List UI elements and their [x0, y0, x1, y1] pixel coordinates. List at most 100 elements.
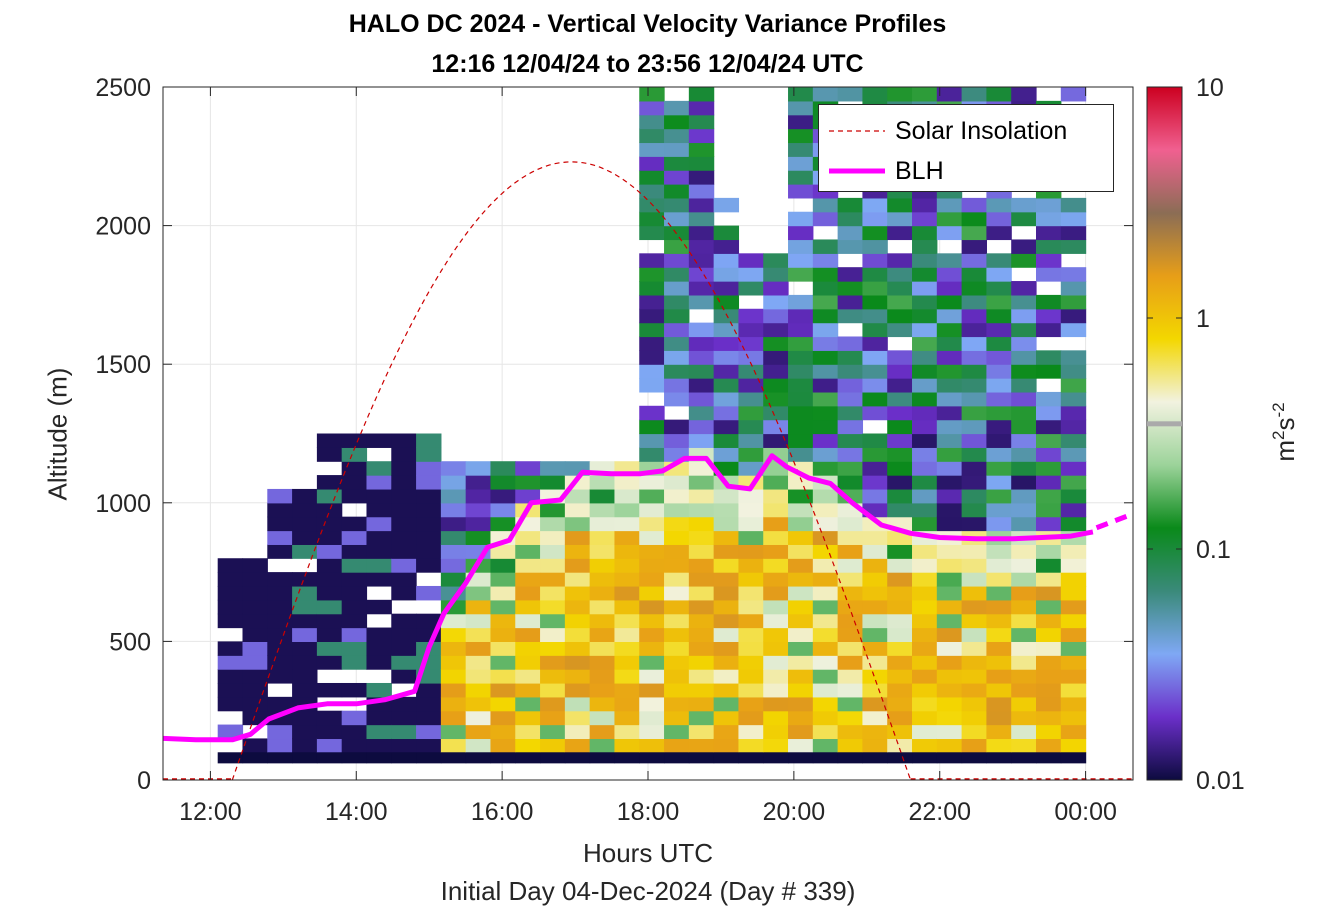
heatmap-cell — [912, 281, 938, 296]
heatmap-cell — [763, 530, 789, 545]
heatmap-cell — [763, 308, 789, 324]
heatmap-cell — [788, 87, 814, 102]
heatmap-cell — [887, 613, 913, 629]
heatmap-cell — [862, 87, 888, 102]
heatmap-cell — [812, 447, 839, 462]
heatmap-cell — [688, 87, 715, 102]
heatmap-cell — [341, 516, 368, 532]
heatmap-cell — [936, 544, 963, 559]
heatmap-cell — [639, 738, 665, 753]
heatmap-cell — [589, 682, 616, 698]
heatmap-cell — [1011, 599, 1037, 615]
heatmap-cell — [713, 405, 740, 421]
heatmap-cell — [688, 641, 715, 656]
heatmap-cell — [887, 364, 913, 379]
heatmap-cell — [862, 225, 888, 241]
heatmap-cell — [812, 336, 839, 351]
heatmap-cell — [589, 488, 616, 504]
heatmap-cell — [292, 572, 318, 587]
heatmap-cell — [788, 544, 814, 559]
heatmap-cell — [713, 433, 740, 448]
heatmap-cell — [664, 696, 690, 712]
heatmap-cell — [292, 641, 318, 656]
heatmap-cell — [416, 475, 442, 490]
heatmap-cell — [1011, 87, 1037, 102]
heatmap-cell — [936, 585, 963, 601]
heatmap-cell — [316, 655, 343, 670]
heatmap-cell — [589, 558, 616, 573]
heatmap-cell — [738, 322, 764, 338]
heatmap-cell — [1011, 613, 1037, 629]
heatmap-cell — [887, 281, 913, 296]
heatmap-cell — [713, 641, 740, 656]
heatmap-cell — [490, 613, 516, 629]
heatmap-cell — [788, 558, 814, 573]
heatmap-cell — [664, 211, 690, 227]
heatmap-cell — [812, 502, 839, 518]
heatmap-cell — [217, 682, 244, 698]
heatmap-cell — [540, 599, 566, 615]
heatmap-cell — [341, 461, 368, 476]
heatmap-cell — [639, 655, 665, 670]
axis-ticks: 12:00 14:00 16:00 18:00 20:00 22:00 00:00 0 500 1… — [95, 74, 1133, 826]
heatmap-cell — [589, 516, 616, 532]
heatmap-cell — [862, 253, 888, 268]
heatmap-cell — [688, 142, 715, 157]
heatmap-cell — [564, 516, 591, 532]
heatmap-cell — [639, 724, 665, 740]
heatmap-cell — [961, 585, 988, 601]
heatmap-cell — [664, 253, 690, 268]
heatmap-cell — [862, 585, 888, 601]
heatmap-cell — [738, 461, 764, 476]
heatmap-cell — [961, 419, 988, 435]
heatmap-cell — [862, 752, 888, 764]
colorbar-tick-label: 10 — [1196, 74, 1224, 102]
heatmap-cell — [1036, 447, 1062, 462]
heatmap-cell — [986, 433, 1012, 448]
heatmap-cell — [961, 724, 988, 740]
heatmap-cell — [837, 391, 864, 407]
heatmap-cell — [837, 405, 864, 421]
heatmap-cell — [887, 627, 913, 642]
heatmap-cell — [540, 682, 566, 698]
heatmap-cell — [688, 378, 715, 393]
heatmap-cell — [1011, 378, 1037, 393]
heatmap-cell — [812, 267, 839, 282]
heatmap-cell — [1036, 516, 1062, 532]
heatmap-cell — [1011, 350, 1037, 365]
heatmap-cell — [1060, 696, 1087, 712]
heatmap-cell — [763, 599, 789, 615]
heatmap-cell — [887, 225, 913, 241]
heatmap-cell — [1011, 239, 1037, 254]
heatmap-cell — [341, 488, 368, 504]
heatmap-cell — [713, 267, 740, 282]
heatmap-cell — [738, 516, 764, 532]
heatmap-cell — [614, 475, 640, 490]
heatmap-cell — [540, 655, 566, 670]
heatmap-cell — [490, 572, 516, 587]
heatmap-cell — [366, 738, 392, 753]
heatmap-cell — [688, 475, 715, 490]
colorbar: 0.01 0.1 1 10 — [1146, 74, 1245, 795]
heatmap-cell — [936, 516, 963, 532]
heatmap-cell — [217, 585, 244, 601]
heatmap-cell — [837, 433, 864, 448]
heatmap-cell — [986, 461, 1012, 476]
x-tick-label: 20:00 — [763, 798, 826, 826]
series-lines — [163, 161, 1133, 780]
heatmap-cell — [912, 710, 938, 726]
heatmap-cell — [391, 502, 417, 518]
heatmap-cell — [812, 696, 839, 712]
heatmap-cell — [738, 405, 764, 421]
heatmap-cell — [639, 364, 665, 379]
heatmap-cell — [887, 669, 913, 684]
heatmap-cell — [515, 475, 541, 490]
heatmap-cell — [961, 350, 988, 365]
heatmap-cell — [688, 752, 715, 764]
heatmap-cell — [986, 447, 1012, 462]
heatmap-cell — [961, 211, 988, 227]
heatmap-cell — [242, 627, 268, 642]
heatmap-cell — [688, 294, 715, 310]
heatmap-cell — [440, 475, 467, 490]
heatmap-cell — [664, 710, 690, 726]
